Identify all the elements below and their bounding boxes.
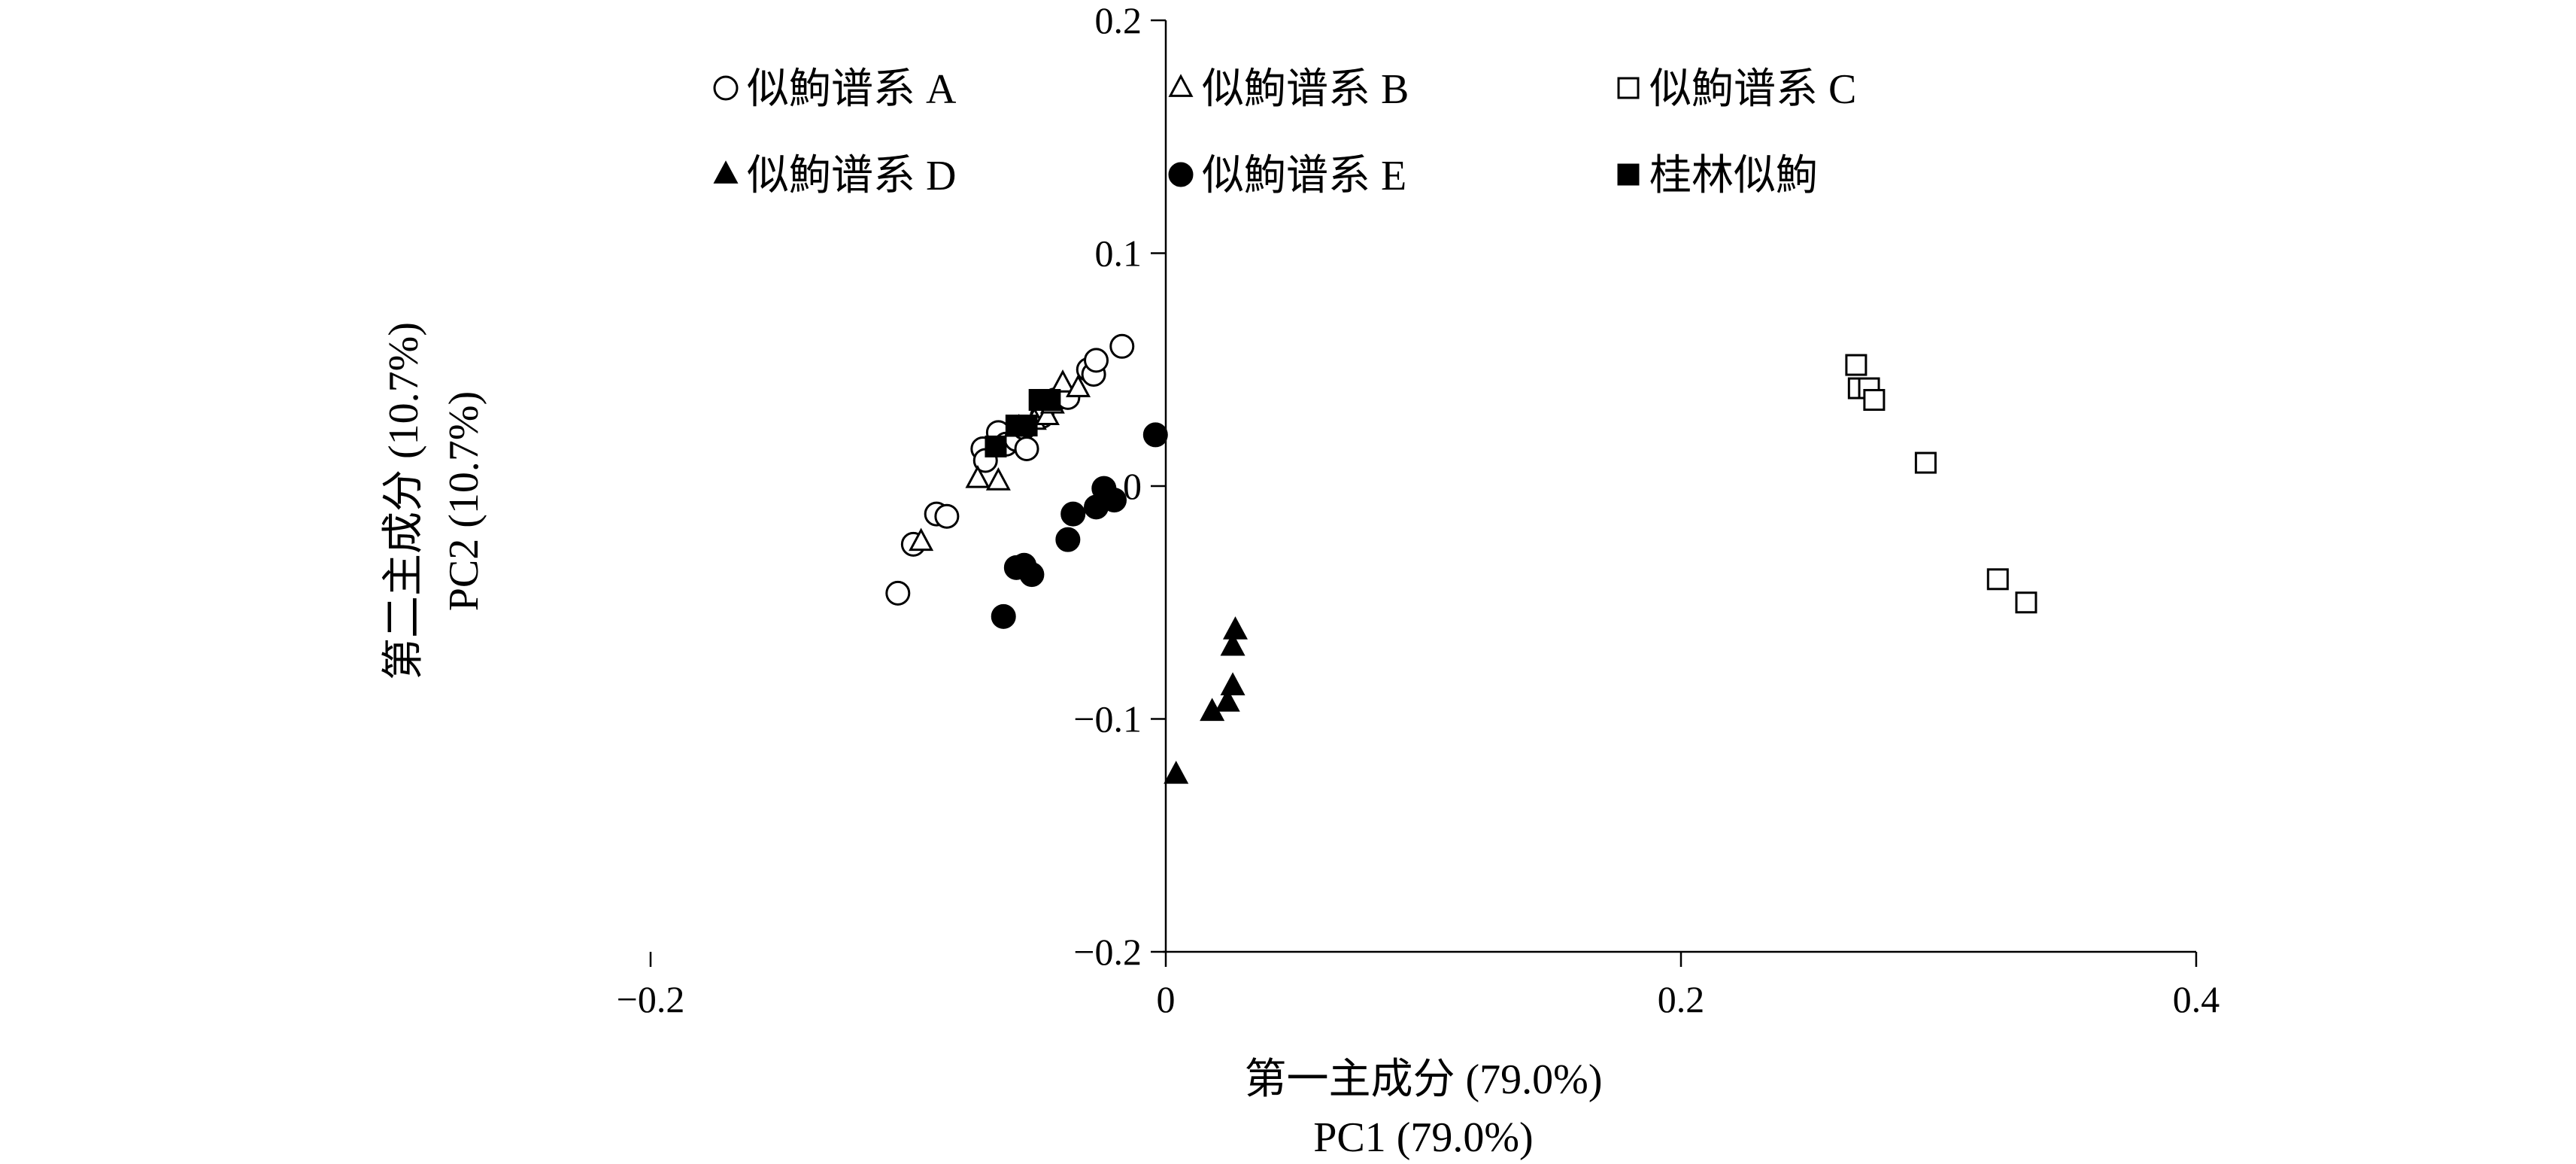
legend-item: 似鮈谱系 A bbox=[713, 66, 957, 113]
x-tick-label: 0.4 bbox=[2173, 978, 2220, 1020]
series-group bbox=[991, 422, 1168, 629]
data-point bbox=[991, 603, 1016, 629]
series-group bbox=[985, 388, 1061, 457]
axes: 0.20.10−0.1−0.2−0.2 0 0.2 0.4 bbox=[617, 0, 2220, 1020]
x-tick-label: 0.2 bbox=[1658, 978, 1705, 1020]
legend-label: 似鮈谱系 A bbox=[747, 66, 957, 113]
y-axis-title: 第二主成分 (10.7%) bbox=[381, 322, 427, 680]
y-tick-label: 0.1 bbox=[1095, 232, 1142, 275]
data-point bbox=[885, 580, 911, 606]
data-point bbox=[1015, 415, 1038, 437]
data-point bbox=[1102, 488, 1127, 513]
data-point bbox=[2015, 591, 2037, 614]
legend-marker bbox=[1617, 163, 1640, 186]
data-point bbox=[1066, 374, 1091, 397]
legend-label: 似鮈谱系 E bbox=[1202, 153, 1406, 199]
data-point bbox=[1039, 388, 1061, 411]
legend-marker bbox=[713, 160, 739, 184]
data-points bbox=[885, 333, 2037, 784]
legend-item: 桂林似鮈 bbox=[1617, 153, 1818, 199]
legend-marker bbox=[1617, 77, 1640, 99]
data-point bbox=[965, 464, 991, 488]
data-point bbox=[985, 435, 1007, 457]
data-point bbox=[1014, 436, 1039, 461]
y-tick-label: 0.2 bbox=[1095, 0, 1142, 41]
data-point bbox=[1109, 333, 1135, 359]
legend-label: 似鮈谱系 C bbox=[1649, 66, 1856, 113]
y-tick-label: −0.1 bbox=[1073, 698, 1142, 740]
axis-titles: 第一主成分 (79.0%) PC1 (79.0%) 第二主成分 (10.7%) … bbox=[381, 322, 1602, 1161]
series-group bbox=[1845, 354, 2037, 614]
legend-marker bbox=[1168, 74, 1194, 97]
x-axis-title: 第一主成分 (79.0%) bbox=[1245, 1056, 1603, 1103]
x-axis-title-en: PC1 (79.0%) bbox=[1313, 1114, 1533, 1161]
data-point bbox=[1164, 761, 1189, 784]
data-point bbox=[1986, 568, 2009, 591]
data-point bbox=[909, 527, 934, 552]
data-point bbox=[1084, 348, 1109, 373]
legend-label: 似鮈谱系 B bbox=[1202, 66, 1409, 113]
x-tick-label: −0.2 bbox=[617, 978, 685, 1020]
legend-item: 似鮈谱系 C bbox=[1617, 66, 1856, 113]
legend: 似鮈谱系 A 似鮈谱系 B 似鮈谱系 C 似鮈谱系 D 似鮈谱系 E 桂林似鮈 bbox=[713, 66, 1856, 199]
legend-label: 桂林似鮈 bbox=[1649, 153, 1818, 199]
legend-marker bbox=[1168, 162, 1194, 187]
legend-item: 似鮈谱系 D bbox=[713, 153, 956, 199]
y-tick-label: −0.2 bbox=[1073, 931, 1142, 973]
data-point bbox=[1220, 632, 1246, 656]
data-point bbox=[1055, 527, 1081, 552]
data-point bbox=[1220, 672, 1246, 696]
data-point bbox=[1914, 451, 1937, 474]
data-point bbox=[1019, 562, 1045, 588]
data-point bbox=[1142, 422, 1168, 448]
data-point bbox=[934, 503, 960, 529]
data-point bbox=[1034, 402, 1060, 426]
data-point bbox=[1050, 369, 1076, 393]
series-group bbox=[1164, 616, 1248, 784]
data-point bbox=[1863, 388, 1886, 411]
data-point bbox=[1222, 616, 1248, 640]
legend-label: 似鮈谱系 D bbox=[747, 153, 956, 199]
x-tick-label: 0 bbox=[1157, 978, 1176, 1020]
y-axis-title-en: PC2 (10.7%) bbox=[441, 391, 487, 611]
data-point bbox=[1845, 354, 1868, 376]
data-point bbox=[1215, 688, 1240, 712]
data-point bbox=[985, 467, 1011, 491]
legend-item: 似鮈谱系 B bbox=[1168, 66, 1409, 113]
data-point bbox=[1060, 501, 1086, 527]
legend-marker bbox=[713, 75, 739, 101]
legend-item: 似鮈谱系 E bbox=[1168, 153, 1406, 199]
